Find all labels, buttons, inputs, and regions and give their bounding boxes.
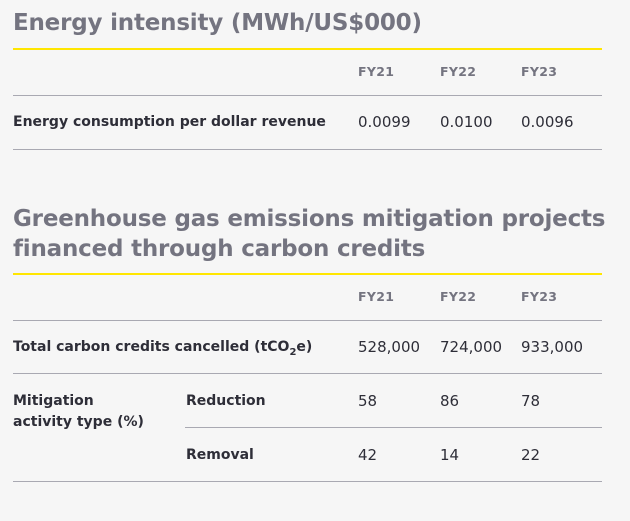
- removal-fy23: 22: [521, 446, 541, 464]
- reduction-label: Reduction: [186, 393, 266, 409]
- reduction-divider: [185, 427, 602, 428]
- total-credits-label-subscript: 2: [289, 347, 297, 358]
- ghg-bottom-divider: [13, 481, 602, 482]
- reduction-fy21: 58: [358, 392, 378, 410]
- ghg-header-fy22: FY22: [440, 289, 477, 304]
- total-credits-fy22: 724,000: [440, 338, 503, 356]
- removal-label: Removal: [186, 447, 254, 463]
- mitigation-label-line1: Mitigation: [13, 393, 94, 409]
- energy-header-fy22: FY22: [440, 64, 477, 79]
- total-credits-fy23: 933,000: [521, 338, 584, 356]
- ghg-header-fy21: FY21: [358, 289, 395, 304]
- energy-row-label: Energy consumption per dollar revenue: [13, 114, 326, 130]
- removal-fy21: 42: [358, 446, 378, 464]
- ghg-title-underline: [13, 273, 602, 275]
- energy-value-fy23: 0.0096: [521, 113, 574, 131]
- total-credits-label-pre: Total carbon credits cancelled (tCO: [13, 339, 290, 355]
- total-credits-label-post: e): [296, 339, 313, 355]
- energy-header-divider: [13, 95, 602, 96]
- reduction-fy23: 78: [521, 392, 541, 410]
- ghg-section-title-line2: financed through carbon credits: [13, 236, 426, 262]
- total-credits-fy21: 528,000: [358, 338, 421, 356]
- mitigation-label-line2: activity type (%): [13, 414, 144, 430]
- energy-bottom-divider: [13, 149, 602, 150]
- removal-fy22: 14: [440, 446, 460, 464]
- energy-header-fy21: FY21: [358, 64, 395, 79]
- ghg-header-fy23: FY23: [521, 289, 558, 304]
- energy-section-title: Energy intensity (MWh/US$000): [13, 10, 422, 36]
- ghg-header-divider: [13, 320, 602, 321]
- ghg-section-title-line1: Greenhouse gas emissions mitigation proj…: [13, 206, 606, 232]
- energy-title-underline: [13, 48, 602, 50]
- energy-value-fy21: 0.0099: [358, 113, 411, 131]
- total-credits-divider: [13, 373, 602, 374]
- reduction-fy22: 86: [440, 392, 460, 410]
- energy-header-fy23: FY23: [521, 64, 558, 79]
- energy-value-fy22: 0.0100: [440, 113, 493, 131]
- total-credits-label: Total carbon credits cancelled (tCO2e): [13, 337, 312, 359]
